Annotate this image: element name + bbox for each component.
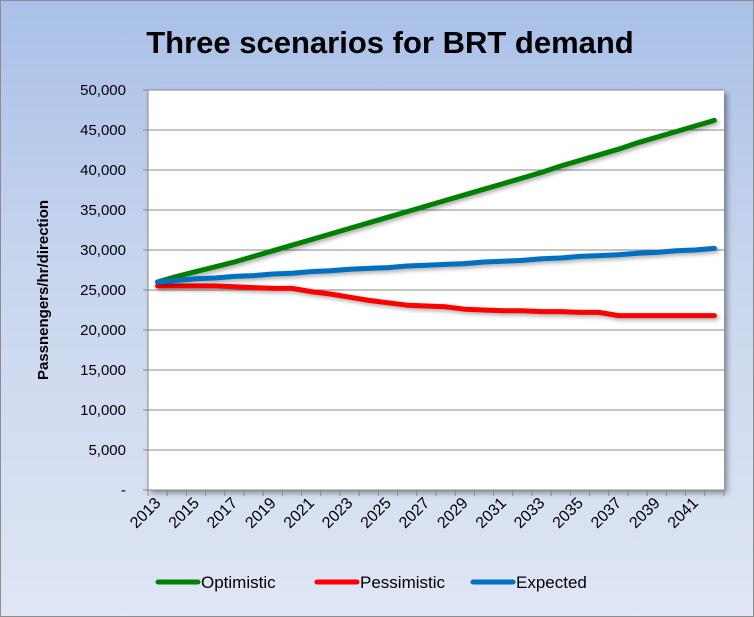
y-tick-label: 40,000 [80, 162, 126, 179]
series-line-pessimistic [155, 283, 717, 319]
x-tick-label: 2031 [473, 495, 510, 532]
y-tick-label: 20,000 [80, 322, 126, 339]
legend-label-optimistic: Optimistic [201, 573, 276, 592]
series-line-expected [155, 245, 717, 285]
y-tick-label: 25,000 [80, 282, 126, 299]
x-tick-label: 2041 [665, 495, 702, 532]
y-tick-label: 15,000 [80, 362, 126, 379]
x-tick-label: 2015 [166, 495, 203, 532]
y-tick-label: - [121, 482, 126, 499]
x-tick-label: 2021 [281, 495, 318, 532]
x-tick-label: 2035 [550, 495, 587, 532]
y-tick-label: 45,000 [80, 122, 126, 139]
x-tick-label: 2019 [242, 495, 279, 532]
x-tick-label: 2025 [358, 495, 395, 532]
legend-label-pessimistic: Pessimistic [360, 573, 446, 592]
y-tick-label: 10,000 [80, 402, 126, 419]
chart-title: Three scenarios for BRT demand [146, 25, 634, 60]
x-tick-label: 2027 [396, 495, 433, 532]
x-tick-label: 2033 [511, 495, 548, 532]
x-tick-label: 2039 [626, 495, 663, 532]
y-tick-label: 5,000 [88, 442, 126, 459]
x-tick-label: 2037 [588, 495, 625, 532]
x-tick-label: 2023 [319, 495, 356, 532]
y-tick-label: 50,000 [80, 82, 126, 99]
x-tick-label: 2013 [127, 495, 164, 532]
y-tick-label: 30,000 [80, 242, 126, 259]
x-tick-label: 2017 [204, 495, 241, 532]
series-line-optimistic [155, 117, 717, 285]
y-tick-label: 35,000 [80, 202, 126, 219]
x-tick-label: 2029 [434, 495, 471, 532]
y-axis-label: Passnengers/hr/direction [35, 200, 52, 380]
legend-label-expected: Expected [516, 573, 587, 592]
